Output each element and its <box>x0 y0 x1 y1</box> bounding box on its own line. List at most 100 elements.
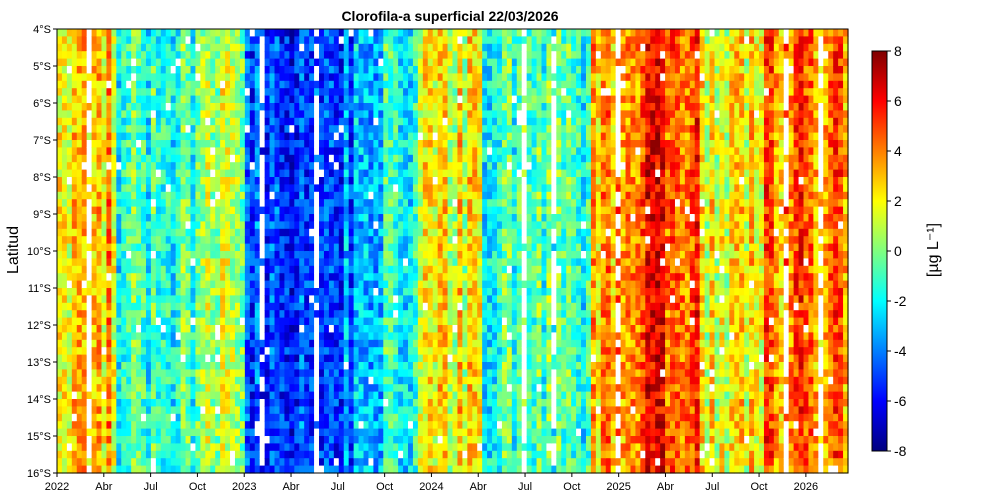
heatmap-cell <box>427 117 434 126</box>
heatmap-cell <box>462 310 468 319</box>
heatmap-cell <box>96 58 103 67</box>
heatmap-cell <box>220 132 226 141</box>
heatmap-cell <box>205 184 211 193</box>
heatmap-cell <box>442 214 449 222</box>
heatmap-cell <box>106 117 112 126</box>
heatmap-cell <box>398 199 404 208</box>
heatmap-cell <box>279 140 286 148</box>
heatmap-cell <box>309 399 315 407</box>
heatmap-cell <box>81 169 88 178</box>
heatmap-cell <box>111 103 117 111</box>
heatmap-cell <box>145 236 152 245</box>
heatmap-cell <box>412 302 419 311</box>
heatmap-cell <box>86 280 93 289</box>
heatmap-cell <box>106 29 112 37</box>
heatmap-cell <box>141 369 147 378</box>
heatmap-cell <box>408 43 414 52</box>
heatmap-cell <box>254 117 261 126</box>
heatmap-cell <box>150 325 157 333</box>
heatmap-cell <box>294 36 300 45</box>
heatmap-cell <box>57 140 63 148</box>
heatmap-cell <box>190 162 197 171</box>
heatmap-cell <box>452 125 459 134</box>
heatmap-cell <box>417 280 424 289</box>
heatmap-cell <box>86 450 93 459</box>
heatmap-cell <box>269 354 276 363</box>
heatmap-cell <box>304 325 310 333</box>
heatmap-cell <box>145 354 152 363</box>
heatmap-cell <box>264 265 271 274</box>
heatmap-cell <box>86 66 93 74</box>
heatmap-cell <box>136 458 142 467</box>
heatmap-cell <box>136 117 142 126</box>
heatmap-cell <box>348 376 355 385</box>
heatmap-cell <box>442 103 449 111</box>
heatmap-cell <box>244 251 251 259</box>
heatmap-cell <box>403 339 409 348</box>
heatmap-cell <box>131 258 137 267</box>
heatmap-cell <box>447 443 454 452</box>
heatmap-cell <box>457 125 463 134</box>
heatmap-cell <box>333 347 340 356</box>
heatmap-cell <box>368 117 374 126</box>
heatmap-cell <box>264 376 271 385</box>
heatmap-cell <box>81 132 88 141</box>
heatmap-cell <box>294 421 300 430</box>
heatmap-cell <box>328 140 335 148</box>
heatmap-cell <box>180 265 187 274</box>
heatmap-cell <box>91 258 98 267</box>
heatmap-cell <box>145 110 152 119</box>
heatmap-cell <box>373 295 379 304</box>
heatmap-cell <box>170 288 177 296</box>
heatmap-cell <box>239 436 246 444</box>
heatmap-cell <box>304 132 310 141</box>
heatmap-cell <box>185 458 192 467</box>
heatmap-cell <box>388 184 394 193</box>
heatmap-cell <box>180 88 187 97</box>
heatmap-cell <box>348 29 355 37</box>
heatmap-cell <box>150 310 157 319</box>
heatmap-cell <box>343 436 350 444</box>
heatmap-cell <box>220 317 226 326</box>
heatmap-cell <box>234 29 241 37</box>
heatmap-cell <box>452 362 459 370</box>
heatmap-cell <box>388 88 394 97</box>
heatmap-cell <box>368 421 374 430</box>
heatmap-cell <box>304 191 310 200</box>
heatmap-cell <box>101 177 108 185</box>
heatmap-cell <box>408 450 414 459</box>
heatmap-cell <box>403 88 409 97</box>
heatmap-cell <box>91 73 98 82</box>
heatmap-cell <box>452 36 459 45</box>
heatmap-cell <box>358 236 365 245</box>
heatmap-cell <box>309 302 315 311</box>
heatmap-cell <box>131 347 137 356</box>
heatmap-cell <box>61 376 68 385</box>
heatmap-cell <box>304 443 310 452</box>
heatmap-cell <box>294 221 300 230</box>
heatmap-cell <box>195 436 201 444</box>
heatmap-cell <box>279 465 286 474</box>
heatmap-cell <box>249 80 256 89</box>
heatmap-cell <box>234 221 241 230</box>
heatmap-cell <box>96 199 103 208</box>
heatmap-cell <box>86 43 93 52</box>
heatmap-cell <box>412 117 419 126</box>
heatmap-cell <box>165 66 172 74</box>
heatmap-cell <box>165 295 172 304</box>
heatmap-cell <box>220 191 226 200</box>
heatmap-cell <box>353 214 360 222</box>
heatmap-cell <box>66 154 73 163</box>
heatmap-cell <box>86 354 93 363</box>
heatmap-cell <box>111 317 117 326</box>
heatmap-cell <box>427 362 434 370</box>
heatmap-cell <box>215 310 221 319</box>
heatmap-cell <box>388 140 394 148</box>
heatmap-cell <box>348 251 355 259</box>
heatmap-cell <box>66 58 73 67</box>
heatmap-cell <box>398 110 404 119</box>
heatmap-cell <box>175 125 182 134</box>
heatmap-cell <box>343 191 350 200</box>
heatmap-cell <box>239 317 246 326</box>
heatmap-cell <box>205 177 211 185</box>
